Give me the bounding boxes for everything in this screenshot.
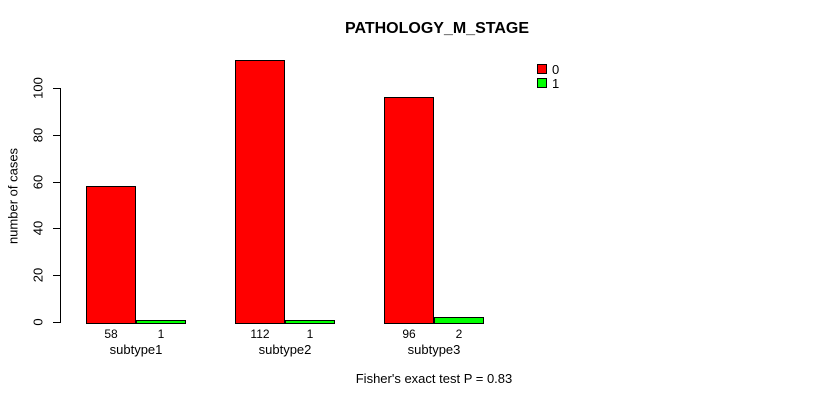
- bar-1-subtype2: [285, 319, 335, 324]
- x-axis-label-subtype1: subtype1: [109, 342, 163, 357]
- y-tick-mark: [53, 134, 61, 136]
- y-axis-title: number of cases: [5, 147, 21, 245]
- chart-title: PATHOLOGY_M_STAGE: [344, 20, 530, 37]
- fisher-test-annotation: Fisher's exact test P = 0.83: [355, 371, 513, 386]
- bar-value-label: 58: [104, 327, 118, 341]
- bar-value-label: 1: [306, 327, 314, 341]
- y-tick-mark: [53, 228, 61, 230]
- x-axis-label-subtype2: subtype2: [258, 342, 312, 357]
- y-tick-label: 40: [30, 221, 46, 236]
- legend-label-0: 0: [552, 62, 560, 77]
- y-tick-mark: [53, 88, 61, 89]
- legend-label-1: 1: [552, 76, 560, 91]
- bar-0-subtype3: [384, 97, 434, 324]
- bar-1-subtype1: [136, 319, 186, 324]
- x-axis-label-subtype3: subtype3: [407, 342, 461, 357]
- bar-value-label: 1: [157, 327, 165, 341]
- bar-1-subtype3: [434, 317, 484, 324]
- bar-value-label: 96: [402, 327, 416, 341]
- y-tick-label: 100: [30, 77, 46, 99]
- y-tick-label: 20: [30, 267, 46, 283]
- y-tick-label: 0: [30, 318, 46, 326]
- y-tick-mark: [53, 275, 61, 277]
- y-tick-mark: [53, 322, 61, 323]
- bar-value-label: 112: [250, 327, 270, 341]
- bar-0-subtype2: [235, 59, 285, 324]
- legend-swatch-1: [537, 78, 547, 88]
- y-tick-mark: [53, 181, 61, 183]
- y-tick-label: 60: [30, 174, 46, 189]
- bar-value-label: 2: [455, 327, 463, 341]
- y-tick-label: 80: [30, 127, 46, 143]
- y-axis-line: [60, 88, 61, 323]
- bar-0-subtype1: [86, 186, 136, 324]
- legend-swatch-0: [537, 64, 547, 74]
